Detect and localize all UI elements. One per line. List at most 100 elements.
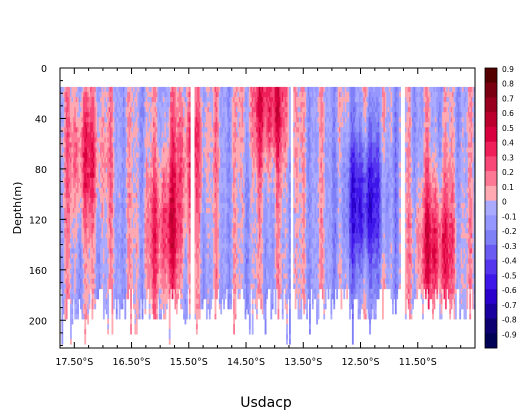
- heatmap-cell: [80, 258, 82, 264]
- heatmap-cell: [82, 278, 85, 285]
- heatmap-cell: [118, 142, 121, 148]
- heatmap-cell: [157, 182, 160, 189]
- heatmap-cell: [175, 283, 178, 290]
- heatmap-cell: [85, 142, 88, 148]
- heatmap-cell: [117, 122, 120, 128]
- heatmap-cell: [132, 162, 135, 169]
- heatmap-cell: [101, 253, 104, 259]
- heatmap-cell: [64, 112, 67, 118]
- heatmap-cell: [138, 197, 141, 204]
- heatmap-cell: [104, 117, 107, 123]
- heatmap-cell: [122, 187, 125, 194]
- heatmap-cell: [137, 238, 140, 244]
- heatmap-cell: [105, 107, 108, 113]
- heatmap-cell: [95, 192, 98, 199]
- heatmap-cell: [165, 86, 168, 93]
- heatmap-cell: [138, 308, 141, 315]
- heatmap-cell: [68, 127, 71, 133]
- heatmap-cell: [175, 86, 178, 93]
- heatmap-cell: [122, 132, 125, 138]
- heatmap-cell: [90, 197, 92, 204]
- heatmap-cell: [92, 192, 95, 199]
- heatmap-cell: [131, 213, 134, 219]
- heatmap-cell: [121, 288, 124, 295]
- heatmap-cell: [77, 107, 80, 113]
- heatmap-cell: [72, 187, 75, 194]
- heatmap-cell: [62, 288, 65, 295]
- heatmap-cell: [147, 243, 150, 249]
- heatmap-cell: [178, 268, 181, 274]
- heatmap-cell: [118, 187, 121, 194]
- heatmap-cell: [77, 218, 80, 224]
- heatmap-cell: [74, 147, 77, 153]
- heatmap-cell: [71, 142, 74, 148]
- heatmap-cell: [184, 132, 187, 138]
- heatmap-cell: [77, 127, 80, 133]
- heatmap-cell: [107, 273, 110, 280]
- heatmap-cell: [154, 263, 157, 269]
- heatmap-cell: [65, 273, 68, 280]
- heatmap-cell: [61, 142, 64, 148]
- heatmap-cell: [65, 172, 68, 179]
- heatmap-cell: [95, 112, 98, 118]
- heatmap-cell: [144, 91, 147, 98]
- heatmap-cell: [70, 86, 72, 93]
- heatmap-cell: [74, 268, 77, 274]
- heatmap-cell: [173, 243, 175, 249]
- heatmap-cell: [127, 192, 130, 199]
- heatmap-cell: [77, 293, 80, 300]
- heatmap-cell: [135, 107, 138, 113]
- heatmap-cell: [68, 187, 71, 194]
- heatmap-cell: [137, 91, 140, 98]
- heatmap-cell: [170, 213, 173, 219]
- heatmap-cell: [127, 218, 130, 224]
- heatmap-cell: [72, 147, 75, 153]
- heatmap-cell: [81, 157, 84, 163]
- heatmap-cell: [130, 172, 132, 179]
- heatmap-cell: [134, 202, 137, 209]
- heatmap-cell: [150, 248, 152, 254]
- heatmap-cell: [155, 187, 158, 194]
- heatmap-cell: [121, 142, 124, 148]
- heatmap-cell: [135, 213, 138, 219]
- heatmap-cell: [168, 162, 171, 169]
- heatmap-cell: [171, 197, 174, 204]
- heatmap-cell: [84, 303, 87, 310]
- heatmap-cell: [134, 91, 137, 98]
- heatmap-cell: [168, 238, 171, 244]
- heatmap-cell: [118, 253, 121, 259]
- heatmap-cell: [110, 107, 112, 113]
- heatmap-cell: [74, 253, 77, 259]
- heatmap-cell: [144, 288, 147, 295]
- heatmap-cell: [95, 157, 98, 163]
- heatmap-cell: [84, 218, 87, 224]
- heatmap-cell: [167, 238, 170, 244]
- heatmap-cell: [135, 112, 138, 118]
- heatmap-cell: [85, 122, 88, 128]
- heatmap-cell: [85, 86, 88, 93]
- heatmap-cell: [128, 202, 131, 209]
- heatmap-cell: [185, 218, 188, 224]
- heatmap-cell: [75, 132, 78, 138]
- heatmap-cell: [61, 228, 64, 234]
- heatmap-cell: [122, 268, 125, 274]
- heatmap-cell: [61, 283, 64, 290]
- heatmap-cell: [147, 278, 150, 285]
- heatmap-cell: [80, 137, 82, 143]
- heatmap-cell: [90, 273, 92, 280]
- heatmap-cell: [104, 263, 107, 269]
- heatmap-cell: [105, 117, 108, 123]
- heatmap-cell: [151, 162, 154, 169]
- heatmap-cell: [78, 91, 81, 98]
- heatmap-cell: [188, 298, 191, 305]
- heatmap-cell: [104, 127, 107, 133]
- heatmap-cell: [175, 278, 178, 285]
- heatmap-cell: [91, 147, 94, 153]
- heatmap-cell: [125, 283, 128, 290]
- heatmap-cell: [168, 223, 171, 229]
- heatmap-cell: [165, 117, 168, 123]
- heatmap-cell: [70, 213, 72, 219]
- heatmap-cell: [67, 102, 69, 108]
- heatmap-cell: [151, 187, 154, 194]
- heatmap-cell: [118, 122, 121, 128]
